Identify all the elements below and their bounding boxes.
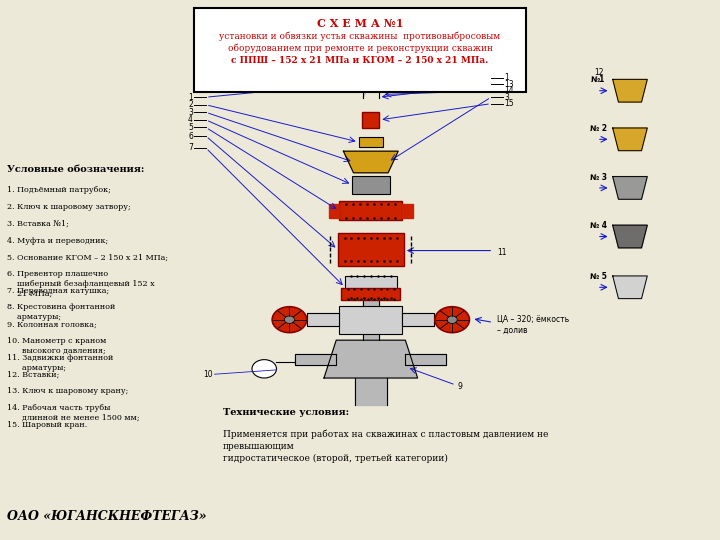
Bar (345, 276, 397, 299)
Polygon shape (402, 204, 413, 218)
Circle shape (284, 316, 294, 323)
Polygon shape (324, 340, 418, 378)
Text: 14. Рабочая часть трубы
      длинной не менее 1500 мм;: 14. Рабочая часть трубы длинной не менее… (7, 404, 140, 422)
Text: 10: 10 (203, 370, 212, 379)
Polygon shape (295, 354, 336, 364)
Text: 3. Вставка №1;: 3. Вставка №1; (7, 220, 69, 228)
Text: 3: 3 (504, 93, 509, 102)
Text: 12. Вставки;: 12. Вставки; (7, 370, 60, 379)
Polygon shape (329, 204, 339, 218)
Text: Условные обозначения:: Условные обозначения: (7, 165, 145, 174)
Text: 15. Шаровый кран.: 15. Шаровый кран. (7, 421, 87, 429)
Bar (359, 137, 383, 147)
Text: ЦА – 320; ёмкость
– долив: ЦА – 320; ёмкость – долив (497, 315, 569, 335)
Bar (339, 306, 402, 334)
Bar (339, 201, 402, 220)
Text: 5. Основание КГОМ – 2 150 х 21 МПа;: 5. Основание КГОМ – 2 150 х 21 МПа; (7, 253, 168, 261)
Text: 12: 12 (594, 69, 603, 77)
Text: 14: 14 (504, 86, 513, 95)
Text: № 5: № 5 (590, 272, 607, 281)
Text: 13. Ключ к шаровому крану;: 13. Ключ к шаровому крану; (7, 387, 129, 395)
Text: 1: 1 (188, 93, 193, 102)
Text: С Х Е М А №1: С Х Е М А №1 (317, 18, 403, 29)
Text: 4. Муфта и переводник;: 4. Муфта и переводник; (7, 237, 109, 245)
Text: 5: 5 (188, 123, 193, 132)
Text: № 4: № 4 (590, 221, 608, 230)
Polygon shape (613, 128, 647, 151)
Text: ОАО «ЮГАНСКНЕФТЕГАЗ»: ОАО «ЮГАНСКНЕФТЕГАЗ» (7, 510, 207, 523)
Polygon shape (613, 177, 647, 199)
Polygon shape (613, 276, 647, 299)
Text: 13: 13 (504, 80, 513, 89)
Text: Технические условия:: Технические условия: (223, 408, 349, 417)
Circle shape (435, 307, 469, 333)
Text: 6: 6 (188, 132, 193, 140)
Text: № 2: № 2 (590, 124, 608, 133)
Text: 1: 1 (504, 73, 509, 82)
Bar (338, 233, 404, 266)
Circle shape (447, 316, 457, 323)
FancyBboxPatch shape (194, 8, 526, 92)
Polygon shape (363, 63, 379, 98)
Text: оборудованием при ремонте и реконструкции скважин: оборудованием при ремонте и реконструкци… (228, 44, 492, 53)
Text: № 3: № 3 (590, 173, 608, 181)
Text: 7: 7 (188, 144, 193, 152)
Polygon shape (307, 313, 339, 326)
Text: 9. Колонная головка;: 9. Колонная головка; (7, 320, 97, 328)
Bar (341, 288, 400, 300)
Bar (362, 112, 379, 128)
Polygon shape (363, 334, 379, 340)
Text: установки и обвязки устья скважины  противовыбросовым: установки и обвязки устья скважины проти… (220, 32, 500, 42)
Text: 15: 15 (504, 99, 513, 108)
Text: 1. Подъёмный патрубок;: 1. Подъёмный патрубок; (7, 186, 111, 194)
Text: №1: №1 (590, 76, 605, 84)
Polygon shape (402, 313, 434, 326)
Circle shape (272, 307, 307, 333)
Polygon shape (355, 378, 387, 405)
Text: 10. Манометр с краном
      высокого давления;: 10. Манометр с краном высокого давления; (7, 337, 107, 355)
Text: 9: 9 (457, 382, 462, 390)
Polygon shape (405, 354, 446, 364)
Text: Применяется при работах на скважинах с пластовым давлением не
превышающим
гидрос: Применяется при работах на скважинах с п… (223, 429, 549, 463)
Text: 6. Превентор плашечно
    шиберный безафланцевый 152 х
    21 МПа;: 6. Превентор плашечно шиберный безафланц… (7, 270, 155, 298)
Text: 2. Ключ к шаровому затвору;: 2. Ключ к шаровому затвору; (7, 203, 131, 211)
Text: 11. Задвижки фонтанной
      арматуры;: 11. Задвижки фонтанной арматуры; (7, 354, 114, 372)
Polygon shape (343, 151, 398, 173)
Polygon shape (613, 225, 647, 248)
Polygon shape (613, 79, 647, 102)
Text: 3: 3 (188, 108, 193, 117)
Polygon shape (363, 299, 379, 306)
Text: 4: 4 (188, 116, 193, 124)
Text: с ППШ – 152 х 21 МПа и КГОМ – 2 150 х 21 МПа.: с ППШ – 152 х 21 МПа и КГОМ – 2 150 х 21… (231, 56, 489, 65)
Text: 8. Крестовина фонтанной
    арматуры;: 8. Крестовина фонтанной арматуры; (7, 303, 116, 321)
Text: 7. Переводная катушка;: 7. Переводная катушка; (7, 287, 109, 295)
Bar (352, 176, 390, 193)
Circle shape (252, 360, 276, 378)
Text: 2: 2 (188, 100, 193, 109)
Text: 11: 11 (497, 248, 506, 256)
